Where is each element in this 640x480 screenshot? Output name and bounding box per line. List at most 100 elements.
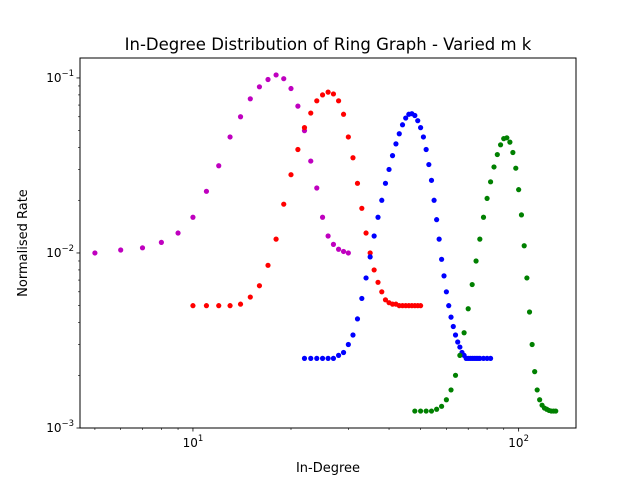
data-point [350, 155, 356, 161]
y-tick-exponent: −1 [61, 69, 74, 79]
data-point [216, 163, 222, 169]
data-point [534, 387, 540, 393]
data-point [203, 188, 210, 194]
y-tick-base: 10 [46, 71, 61, 85]
data-point [480, 355, 487, 361]
data-point [516, 187, 522, 193]
data-point [526, 309, 533, 315]
series-1 [92, 72, 351, 256]
data-point [497, 142, 504, 148]
data-point [504, 135, 510, 141]
data-point [412, 112, 418, 119]
data-point [325, 233, 331, 239]
x-tick-exponent: 2 [524, 434, 529, 444]
data-point [524, 275, 530, 281]
plot-frame [79, 57, 577, 429]
data-point [386, 166, 392, 173]
data-point [477, 355, 483, 361]
data-point [426, 161, 432, 168]
data-point [441, 273, 447, 279]
data-point [434, 406, 440, 412]
data-point [295, 103, 301, 109]
y-tick-exponent: −3 [61, 419, 74, 429]
data-points [92, 72, 559, 414]
y-tick-base: 10 [46, 421, 61, 435]
data-point [428, 408, 435, 414]
data-point [450, 323, 456, 330]
data-point [375, 279, 381, 285]
data-point [335, 246, 342, 252]
data-point [393, 141, 399, 147]
y-tick-base: 10 [46, 246, 61, 260]
x-tick-base: 10 [183, 436, 198, 450]
data-point [363, 230, 369, 236]
y-tick-exponent: −2 [61, 244, 74, 254]
x-axis-label: In-Degree [296, 461, 360, 476]
data-point [418, 125, 424, 131]
data-point [439, 403, 445, 409]
data-point [354, 180, 361, 186]
data-point [434, 217, 440, 223]
data-point [529, 341, 535, 348]
data-point [403, 115, 409, 121]
data-point [340, 349, 347, 356]
data-point [443, 397, 449, 403]
data-point [216, 303, 222, 309]
data-point [308, 355, 314, 361]
data-point [371, 233, 377, 239]
data-point [431, 197, 437, 203]
data-point [345, 250, 351, 256]
series-2 [190, 89, 424, 309]
data-point [382, 297, 389, 303]
data-point [484, 195, 490, 202]
data-point [265, 262, 271, 268]
data-point [288, 85, 294, 92]
data-point [465, 306, 471, 312]
data-point [477, 236, 483, 242]
data-point [469, 281, 475, 288]
data-point [452, 332, 459, 338]
data-point [513, 165, 519, 171]
x-tick-base: 10 [508, 436, 523, 450]
data-point [420, 134, 426, 140]
data-point [319, 92, 326, 98]
data-point [396, 131, 402, 137]
data-point [319, 355, 326, 361]
data-point [335, 352, 342, 358]
data-point [330, 91, 337, 97]
data-point [340, 248, 347, 255]
data-point [92, 250, 98, 256]
data-point [203, 303, 210, 309]
data-point [256, 84, 263, 90]
data-point [418, 303, 424, 309]
chart-title: In-Degree Distribution of Ring Graph - V… [125, 35, 532, 54]
data-point [480, 214, 487, 220]
data-point [340, 111, 347, 117]
data-point [448, 314, 454, 320]
data-point [379, 289, 385, 295]
data-point [418, 408, 424, 414]
data-point [389, 153, 396, 159]
x-tick-exponent: 1 [198, 434, 203, 444]
data-point [314, 98, 320, 104]
data-point [330, 241, 337, 247]
data-point [461, 330, 467, 336]
data-point [423, 146, 429, 153]
data-point [507, 139, 513, 145]
data-point [412, 408, 418, 414]
y-tick-label: 10−2 [46, 244, 74, 260]
data-point [439, 256, 445, 262]
data-point [487, 355, 494, 361]
data-point [443, 289, 449, 295]
data-point [457, 352, 463, 358]
data-point [510, 149, 516, 156]
series-4 [412, 135, 559, 414]
data-point [455, 339, 461, 345]
data-point [256, 283, 263, 289]
data-point [537, 397, 543, 403]
data-point [359, 295, 365, 302]
data-point [319, 214, 326, 220]
data-point [354, 316, 361, 322]
